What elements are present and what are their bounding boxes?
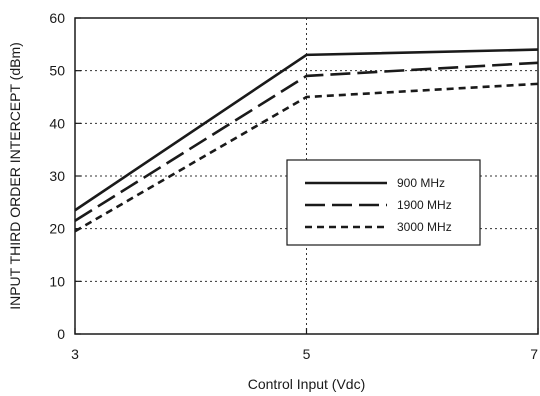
y-tick-label: 10: [49, 273, 65, 289]
legend: 900 MHz 1900 MHz 3000 MHz: [286, 159, 481, 246]
x-axis: 3 5 7: [71, 328, 539, 362]
series-group: [74, 48, 539, 233]
x-tick-label: 3: [71, 346, 79, 362]
legend-label: 900 MHz: [397, 176, 445, 190]
y-tick-label: 50: [49, 63, 65, 79]
legend-box: [286, 159, 481, 246]
y-axis: 0 10 20 30 40 50 60: [49, 10, 81, 342]
y-tick-label: 0: [57, 326, 65, 342]
x-tick-label: 7: [530, 346, 538, 362]
y-tick-label: 60: [49, 10, 65, 26]
x-tick-label: 5: [303, 346, 311, 362]
series-line-2: [74, 61, 539, 222]
y-tick-label: 20: [49, 221, 65, 237]
x-axis-label: Control Input (Vdc): [248, 376, 366, 392]
legend-label: 1900 MHz: [397, 198, 452, 212]
y-tick-label: 40: [49, 115, 65, 131]
y-tick-label: 30: [49, 168, 65, 184]
legend-label: 3000 MHz: [397, 220, 452, 234]
series-line-3: [74, 82, 539, 233]
series-line-1: [74, 48, 539, 212]
y-axis-label: INPUT THIRD ORDER INTERCEPT (dBm): [7, 42, 23, 310]
